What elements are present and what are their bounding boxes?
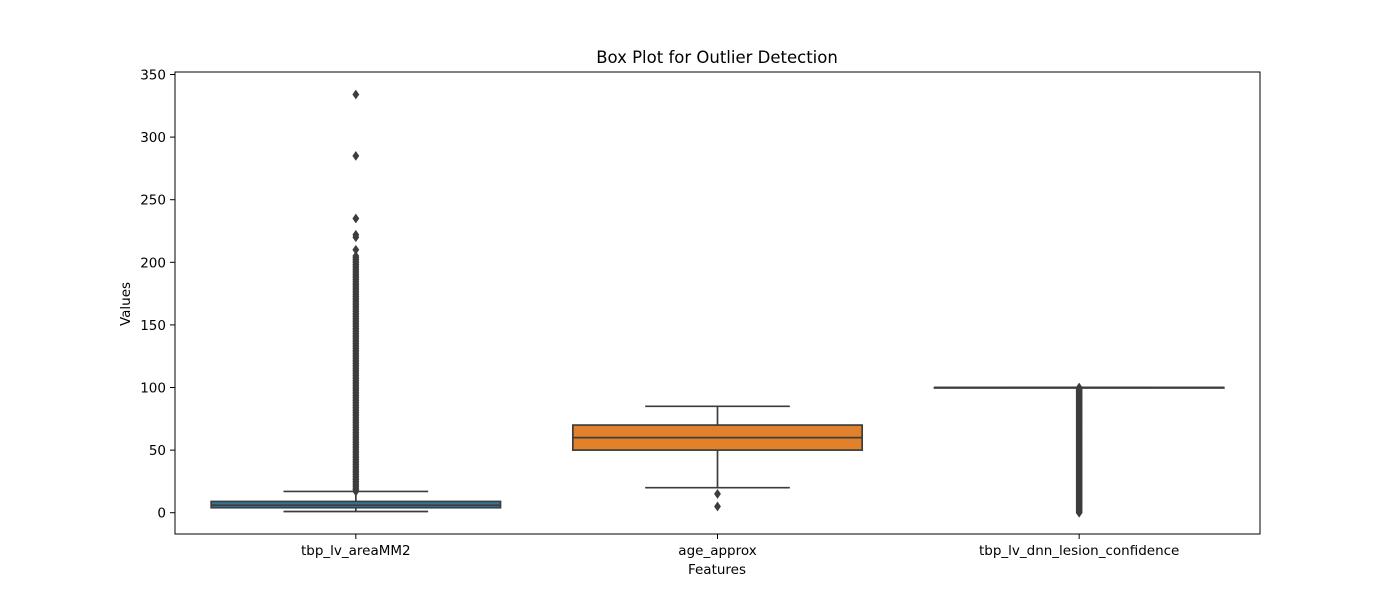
x-axis-label: Features [688, 562, 746, 578]
y-tick-label: 300 [140, 130, 166, 146]
y-tick-label: 100 [140, 381, 166, 397]
plot-frame [174, 71, 1261, 535]
outlier-marker [352, 150, 360, 161]
box-group-tbp_lv_dnn_lesion_confidence: tbp_lv_dnn_lesion_confidence [933, 382, 1225, 559]
outlier-marker [1075, 382, 1083, 393]
outlier-marker [352, 244, 360, 255]
outlier-marker [352, 89, 360, 100]
y-tick-label: 350 [140, 68, 166, 84]
chart-title: Box Plot for Outlier Detection [596, 48, 838, 67]
outlier-marker [352, 229, 360, 240]
y-tick-label: 150 [140, 318, 166, 334]
y-tick-label: 200 [140, 255, 166, 271]
x-tick-label: tbp_lv_dnn_lesion_confidence [979, 543, 1179, 559]
box-group-tbp_lv_areaMM2: tbp_lv_areaMM2 [210, 89, 502, 559]
plot-area: 0 50 100 150 200 250 300 350 tbp_lv_areaMM2 age_a… [140, 68, 1261, 559]
x-tick-label: tbp_lv_areaMM2 [301, 543, 411, 559]
x-tick-label: age_approx [678, 543, 756, 559]
outlier-marker [714, 501, 721, 512]
box-group-age_approx: age_approx [571, 405, 864, 559]
y-tick-label: 50 [149, 443, 166, 459]
y-tick-label: 250 [140, 193, 166, 209]
outlier-marker [352, 213, 360, 224]
y-tick-label: 0 [157, 506, 166, 522]
y-axis-label: Values [118, 282, 134, 326]
outlier-marker [714, 489, 721, 499]
outlier-marker [352, 251, 360, 261]
